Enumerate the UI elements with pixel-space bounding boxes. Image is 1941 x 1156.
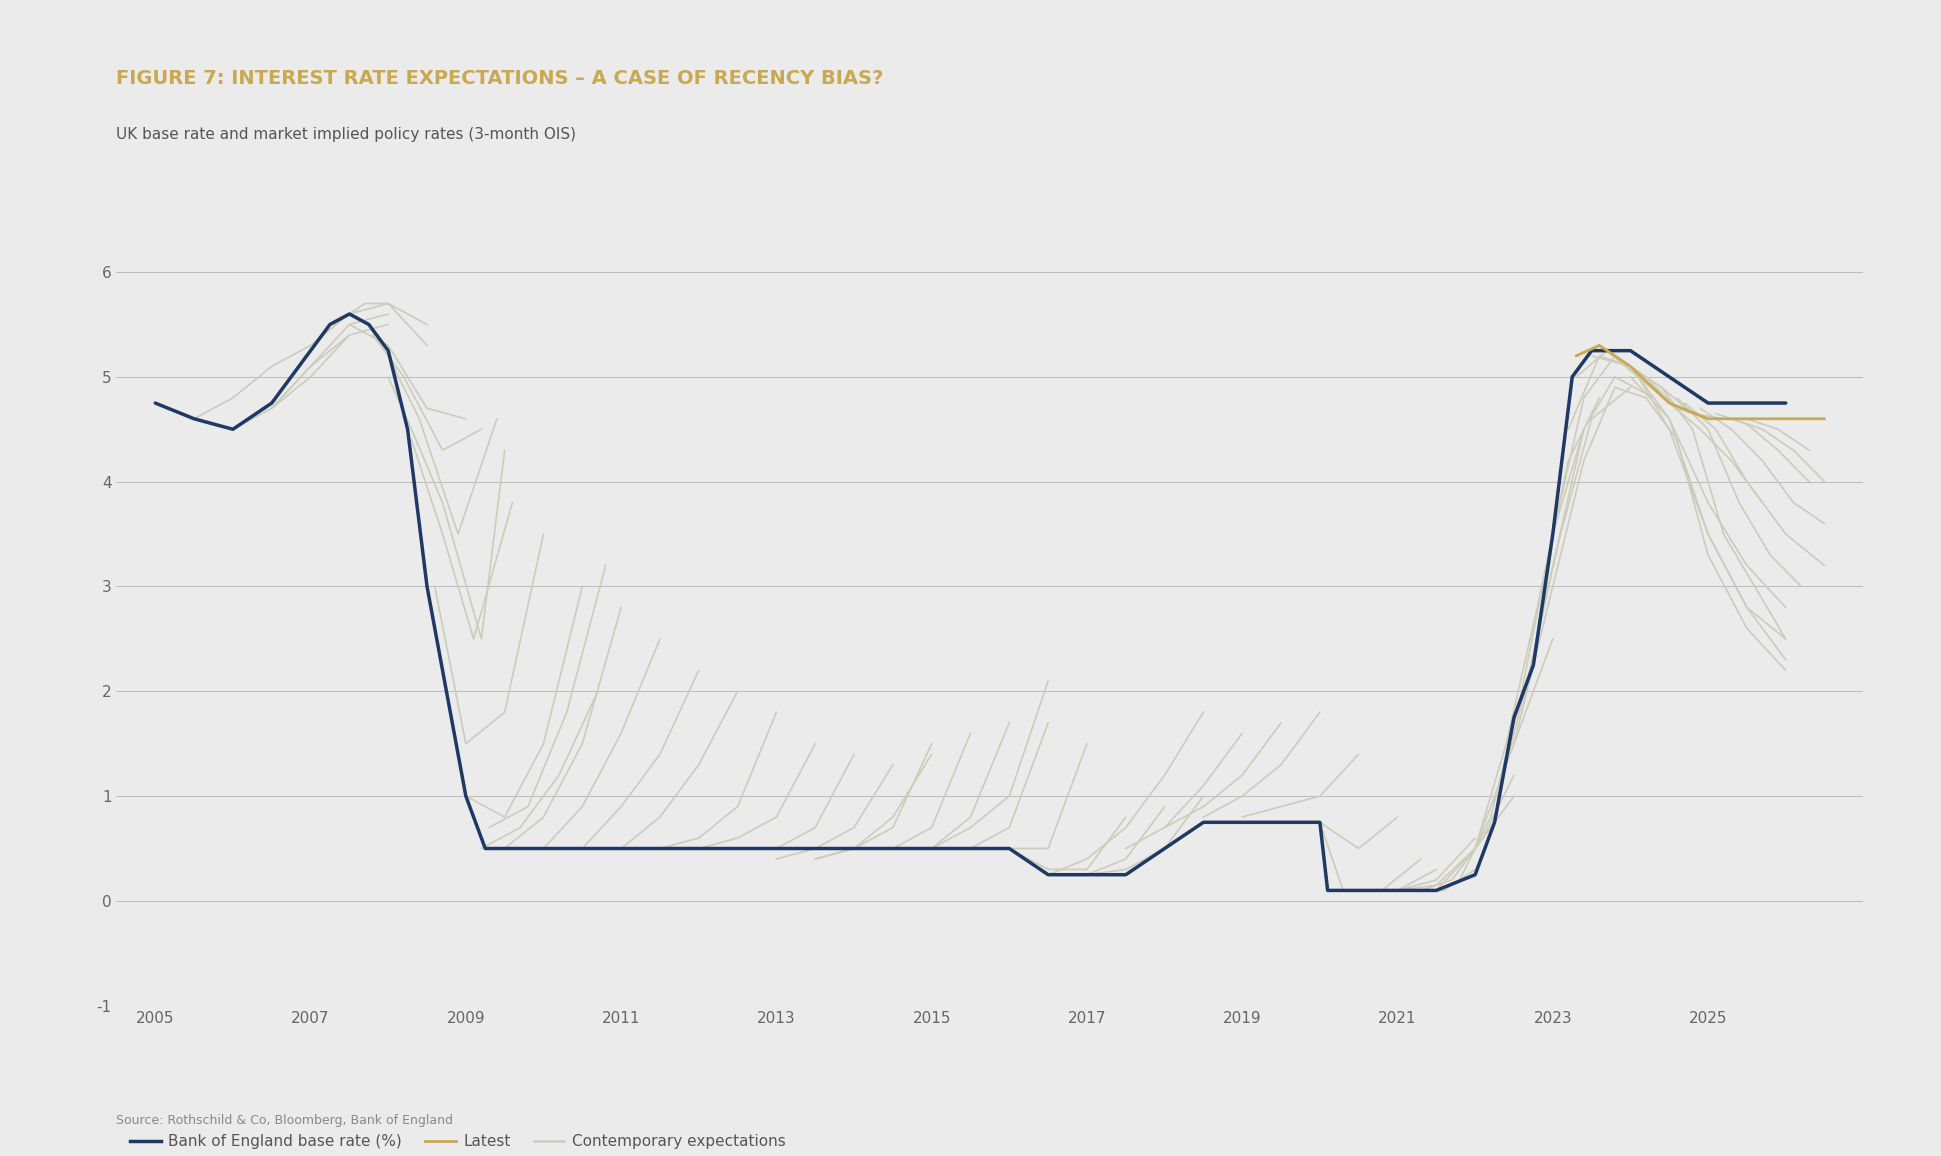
Text: UK base rate and market implied policy rates (3-month OIS): UK base rate and market implied policy r… bbox=[116, 127, 576, 142]
Text: Source: Rothschild & Co, Bloomberg, Bank of England: Source: Rothschild & Co, Bloomberg, Bank… bbox=[116, 1114, 454, 1127]
Text: FIGURE 7: INTEREST RATE EXPECTATIONS – A CASE OF RECENCY BIAS?: FIGURE 7: INTEREST RATE EXPECTATIONS – A… bbox=[116, 69, 883, 88]
Legend: Bank of England base rate (%), Latest, Contemporary expectations: Bank of England base rate (%), Latest, C… bbox=[124, 1128, 792, 1155]
